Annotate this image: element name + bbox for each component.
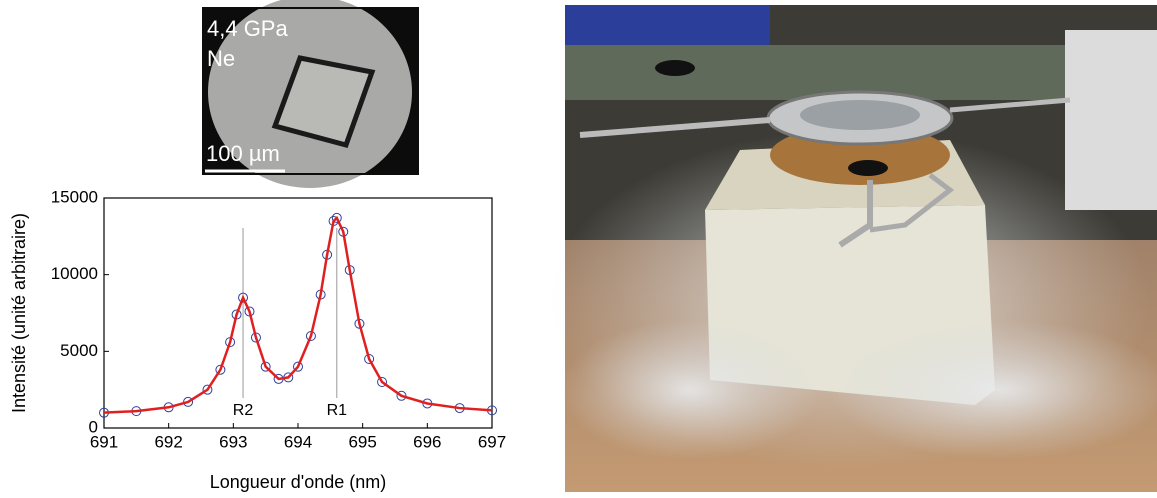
y-axis-label: Intensité (unité arbitraire) <box>9 213 29 413</box>
x-tick-label: 693 <box>219 432 247 451</box>
data-point <box>202 384 213 395</box>
y-tick-label: 10000 <box>51 264 98 283</box>
crystal <box>271 55 376 149</box>
data-point <box>377 377 388 387</box>
data-point <box>331 212 342 223</box>
x-tick-label: 691 <box>90 432 118 451</box>
wall <box>565 45 1065 100</box>
x-tick-label: 696 <box>413 432 441 451</box>
fit-line <box>103 215 493 414</box>
medium-label: Ne <box>207 46 235 71</box>
data-point <box>396 390 407 401</box>
pipe <box>838 180 873 248</box>
pipe <box>949 97 1071 113</box>
data-point <box>215 364 226 375</box>
y-tick-label: 15000 <box>51 187 98 206</box>
data-point <box>238 292 249 303</box>
chart: Longueur d'onde (nm) Intensité (unité ar… <box>9 187 506 491</box>
valve-knob <box>655 60 695 76</box>
valve-knob <box>848 160 888 176</box>
x-tick-label: 697 <box>478 432 506 451</box>
x-tick-label: 694 <box>284 432 312 451</box>
peak-label: R1 <box>327 402 348 419</box>
instrument <box>1065 30 1157 210</box>
fog <box>560 320 820 460</box>
y-tick-label: 0 <box>89 417 98 436</box>
data-point <box>260 361 271 372</box>
micrograph: 4,4 GPa Ne 100 µm <box>202 0 419 188</box>
peak-label: R2 <box>233 402 254 419</box>
pressure-label: 4,4 GPa <box>207 16 288 41</box>
micrograph-frame <box>202 7 419 175</box>
x-tick-label: 695 <box>348 432 376 451</box>
fog <box>830 320 1157 460</box>
pipe <box>579 117 771 138</box>
x-axis-label: Longueur d'onde (nm) <box>210 472 387 492</box>
pipe <box>869 173 955 233</box>
data-point <box>293 361 303 372</box>
cell-window <box>800 100 920 130</box>
y-tick-label: 5000 <box>60 341 98 360</box>
photo <box>550 5 1157 492</box>
x-tick-label: 692 <box>154 432 182 451</box>
blue-box <box>565 5 770 45</box>
plot-frame <box>103 197 493 429</box>
scale-bar-label: 100 µm <box>206 141 280 166</box>
